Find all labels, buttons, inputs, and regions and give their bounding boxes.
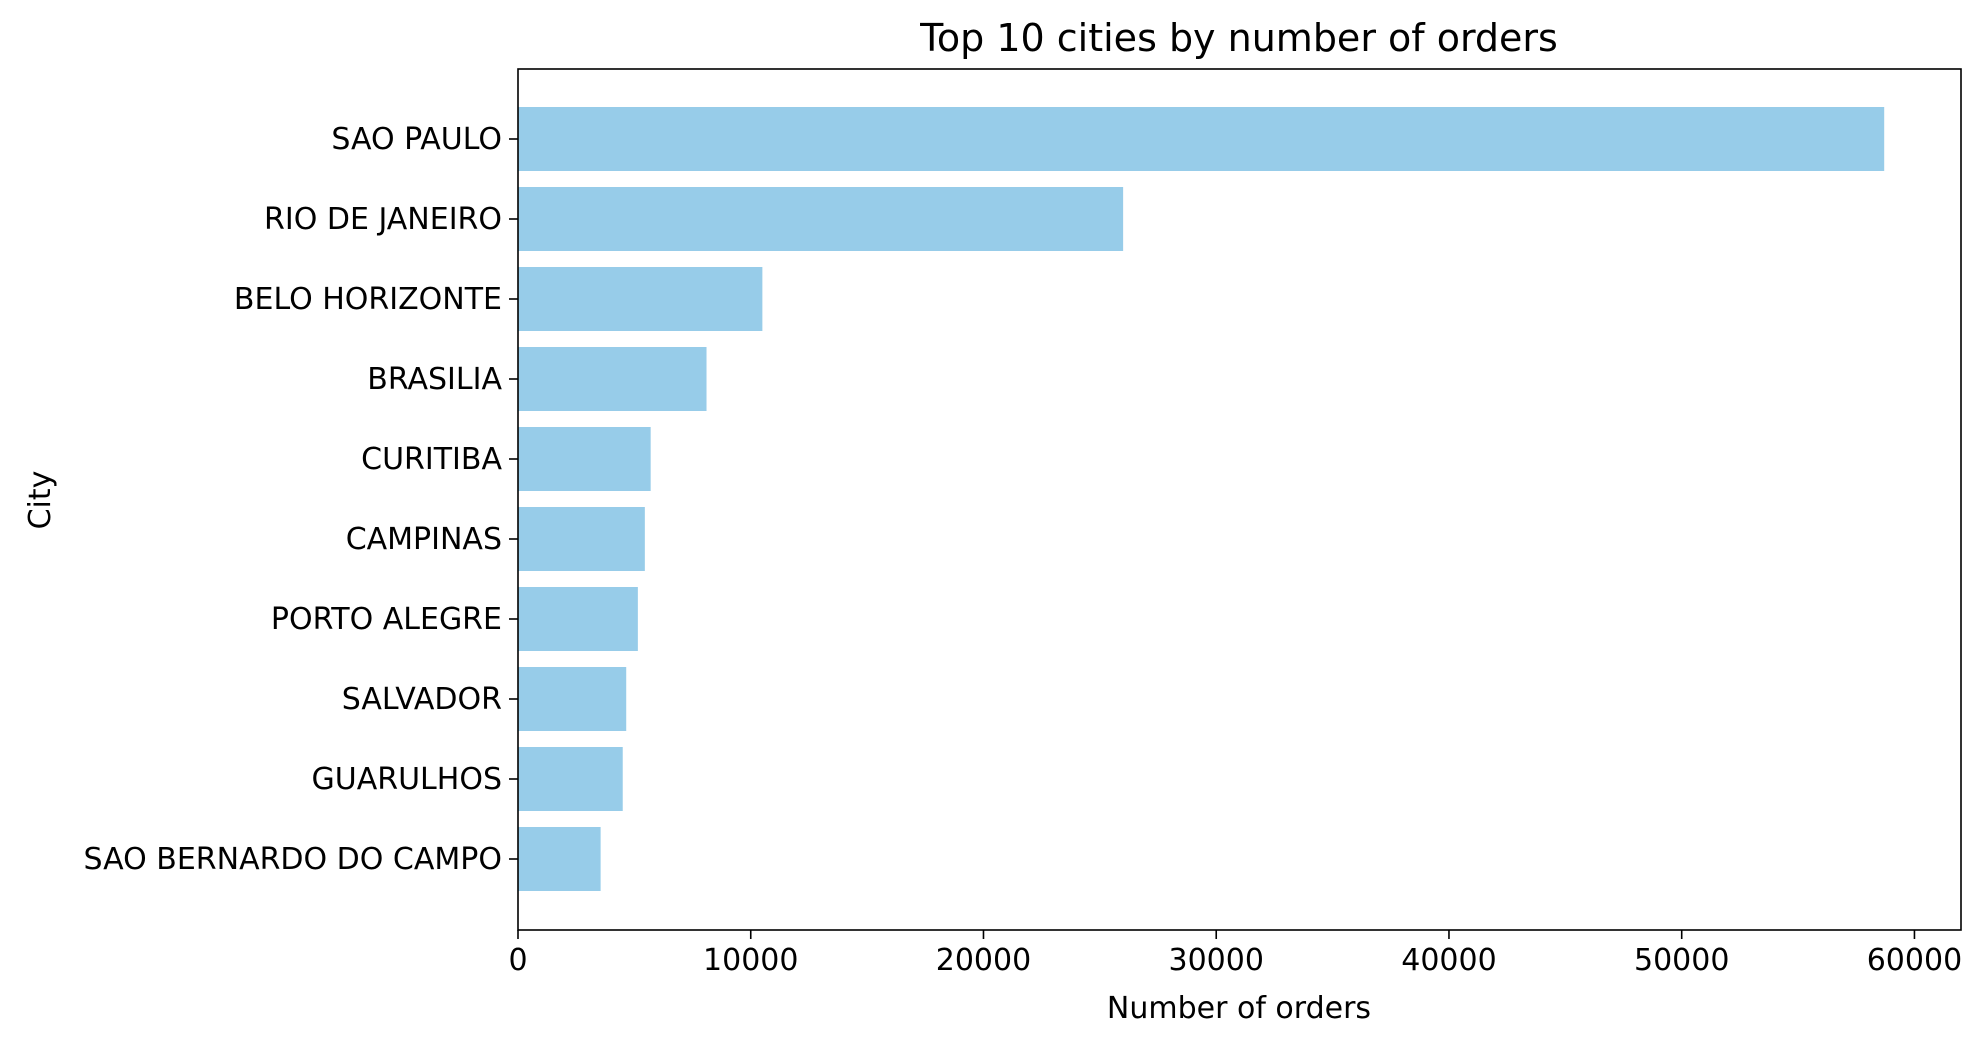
bar bbox=[518, 667, 627, 731]
y-tick-label: BELO HORIZONTE bbox=[234, 282, 502, 317]
y-tick-label: SALVADOR bbox=[342, 682, 502, 717]
x-axis-label: Number of orders bbox=[1107, 991, 1371, 1026]
bar bbox=[518, 507, 645, 571]
x-tick-label: 40000 bbox=[1401, 943, 1496, 978]
x-tick-label: 10000 bbox=[703, 943, 798, 978]
y-tick-label: CAMPINAS bbox=[346, 522, 502, 557]
y-tick-label: CURITIBA bbox=[361, 442, 502, 477]
bar bbox=[518, 587, 638, 651]
x-tick-label: 60000 bbox=[1867, 943, 1962, 978]
y-tick-label: RIO DE JANEIRO bbox=[264, 202, 502, 237]
x-tick-label: 30000 bbox=[1169, 943, 1264, 978]
y-tick-label: BRASILIA bbox=[367, 362, 502, 397]
chart-title: Top 10 cities by number of orders bbox=[919, 16, 1558, 60]
bar bbox=[518, 267, 763, 331]
plot-frame bbox=[517, 68, 1962, 931]
bar bbox=[518, 827, 601, 891]
y-tick-label: PORTO ALEGRE bbox=[271, 602, 502, 637]
y-tick-label: GUARULHOS bbox=[312, 762, 502, 797]
y-tick-label: SAO PAULO bbox=[331, 122, 502, 157]
bar bbox=[518, 347, 707, 411]
y-tick-label: SAO BERNARDO DO CAMPO bbox=[84, 842, 503, 877]
x-tick-label: 20000 bbox=[936, 943, 1031, 978]
y-axis-label: City bbox=[23, 471, 58, 530]
y-axis: SAO PAULO RIO DE JANEIRO BELO HORIZONTE BRA… bbox=[84, 122, 518, 877]
x-tick-label: 0 bbox=[508, 943, 527, 978]
bar bbox=[518, 107, 1885, 171]
x-axis: 0 10000 20000 30000 40000 50000 60000 bbox=[508, 930, 1962, 978]
bar bbox=[518, 747, 623, 811]
bar bbox=[518, 427, 651, 491]
bars-layer bbox=[518, 107, 1885, 891]
bar bbox=[518, 187, 1124, 251]
x-tick-label: 50000 bbox=[1634, 943, 1729, 978]
